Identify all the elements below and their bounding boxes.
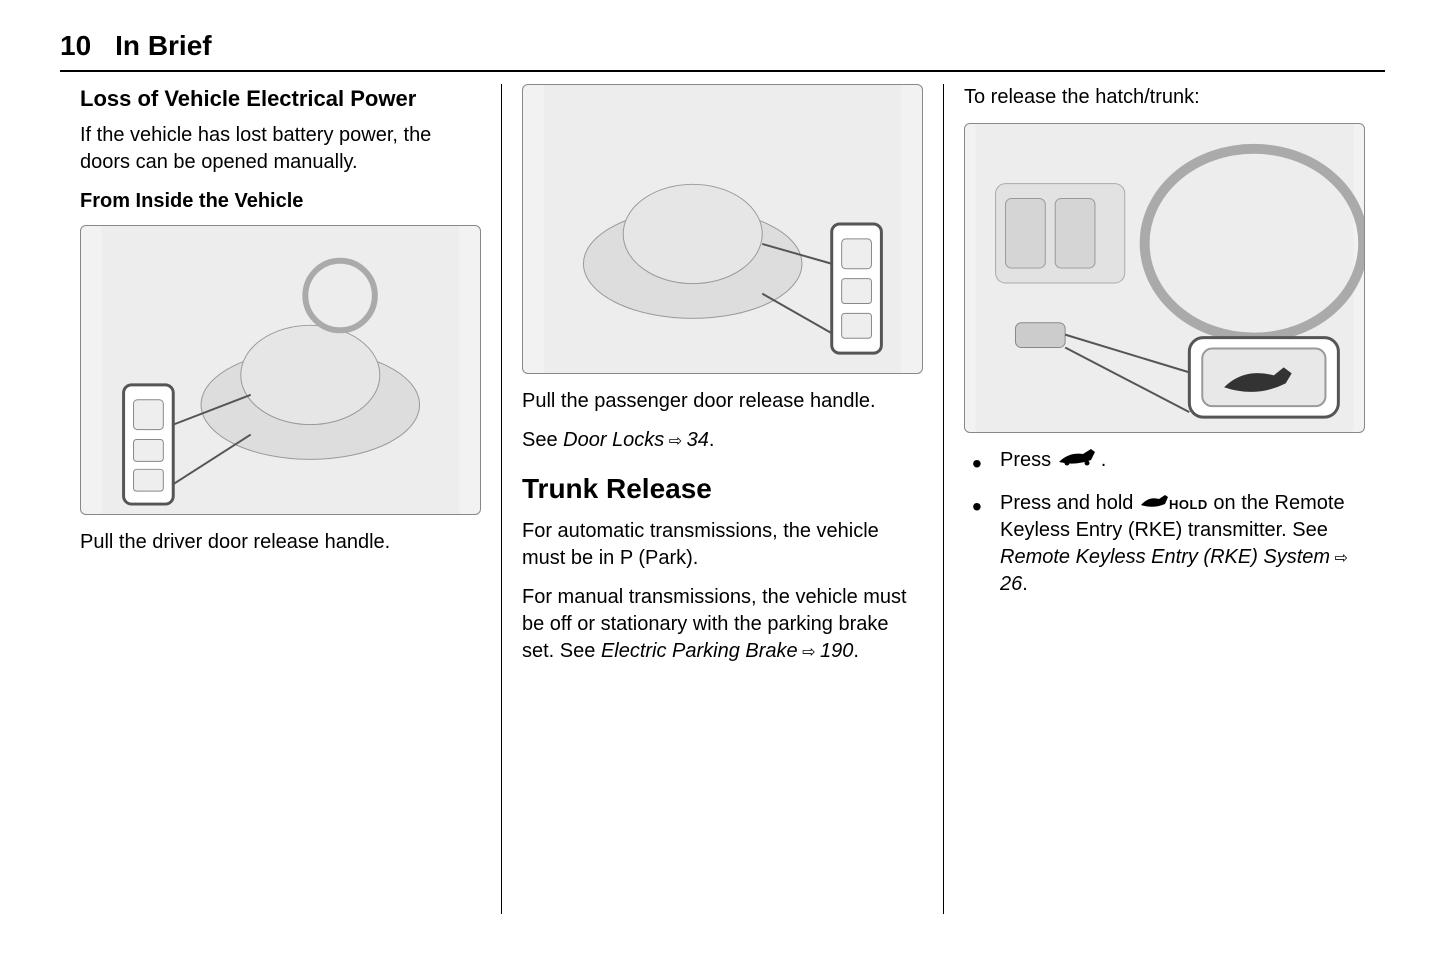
body-text: Pull the driver door release handle. — [80, 529, 481, 556]
link-rke-system[interactable]: Remote Keyless Entry (RKE) System26 — [1000, 546, 1348, 595]
figure-trunk-release-button — [964, 123, 1365, 433]
bullet-list: Press . Press and hold HOLD on the Remot… — [964, 447, 1365, 598]
list-item: Press and hold HOLD on the Remote Keyles… — [968, 490, 1365, 598]
body-text: If the vehicle has lost battery power, t… — [80, 122, 481, 176]
chapter-title: In Brief — [115, 30, 211, 62]
period: . — [709, 429, 715, 451]
dashboard-icon — [965, 124, 1364, 432]
link-door-locks[interactable]: Door Locks34 — [563, 429, 709, 451]
trunk-hold-icon — [1139, 490, 1169, 517]
figure-passenger-door-release — [522, 84, 923, 374]
page-number: 10 — [60, 30, 91, 62]
body-text: For automatic transmissions, the vehicle… — [522, 518, 923, 572]
figure-driver-door-release — [80, 225, 481, 515]
body-text: For manual transmissions, the vehicle mu… — [522, 584, 923, 665]
bullet-text: . — [1101, 449, 1107, 471]
section-heading-loss-power: Loss of Vehicle Electrical Power — [80, 84, 481, 114]
column-1: Loss of Vehicle Electrical Power If the … — [60, 84, 502, 914]
page-header: 10 In Brief — [60, 30, 1385, 72]
cross-ref: See Door Locks34. — [522, 427, 923, 454]
section-heading-trunk-release: Trunk Release — [522, 470, 923, 508]
trunk-open-icon — [1057, 447, 1101, 474]
body-text: To release the hatch/trunk: — [964, 84, 1365, 111]
hold-label: HOLD — [1169, 497, 1208, 512]
passenger-interior-icon — [523, 85, 922, 373]
see-prefix: See — [522, 429, 563, 451]
bullet-text: Press and hold — [1000, 492, 1139, 514]
column-3: To release the hatch/trunk: Press . — [944, 84, 1385, 914]
bullet-text: Press — [1000, 449, 1057, 471]
list-item: Press . — [968, 447, 1365, 474]
column-2: Pull the passenger door release handle. … — [502, 84, 944, 914]
subheading-from-inside: From Inside the Vehicle — [80, 188, 481, 215]
driver-interior-icon — [81, 226, 480, 514]
bullet-text: . — [1022, 573, 1028, 595]
link-parking-brake[interactable]: Electric Parking Brake190 — [601, 640, 853, 662]
body-text: Pull the passenger door release handle. — [522, 388, 923, 415]
content-columns: Loss of Vehicle Electrical Power If the … — [60, 84, 1385, 914]
